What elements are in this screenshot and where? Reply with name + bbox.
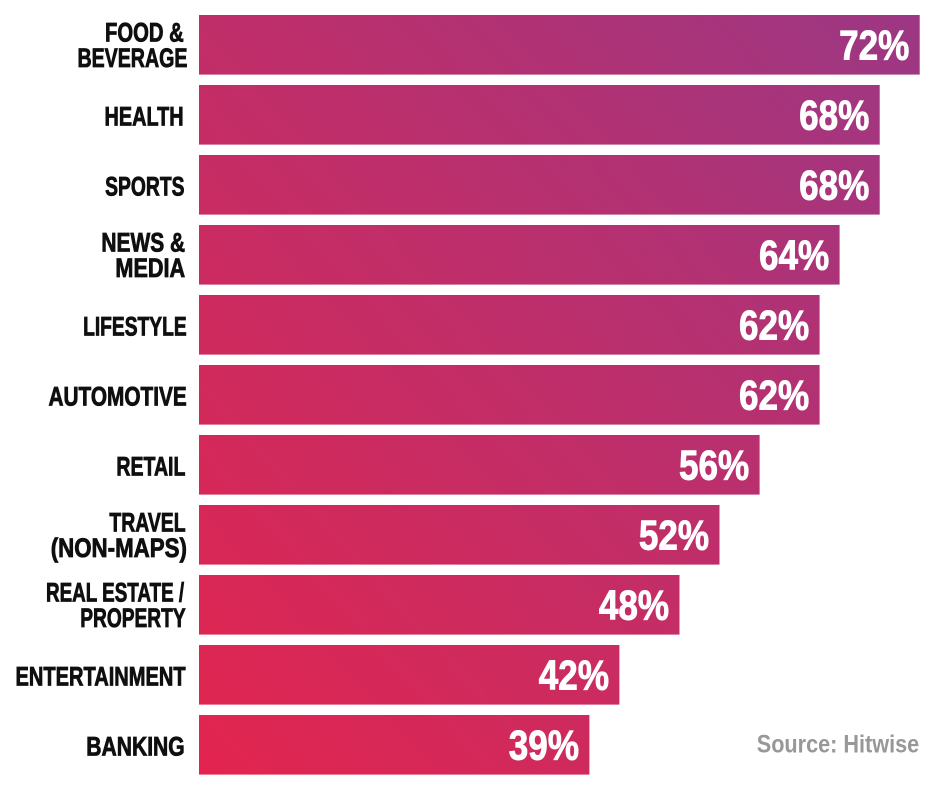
svg-text:56%: 56% xyxy=(679,443,749,490)
svg-text:BEVERAGE: BEVERAGE xyxy=(77,43,187,73)
svg-text:BANKING: BANKING xyxy=(86,732,184,762)
svg-text:REAL ESTATE /: REAL ESTATE / xyxy=(46,577,185,607)
svg-text:AUTOMOTIVE: AUTOMOTIVE xyxy=(49,382,187,412)
svg-text:72%: 72% xyxy=(839,23,909,70)
svg-text:68%: 68% xyxy=(799,163,869,210)
svg-text:TRAVEL: TRAVEL xyxy=(109,508,185,538)
svg-text:PROPERTY: PROPERTY xyxy=(80,603,186,633)
svg-text:HEALTH: HEALTH xyxy=(105,101,184,131)
svg-text:39%: 39% xyxy=(509,723,579,770)
svg-text:Source: Hitwise: Source: Hitwise xyxy=(757,730,919,758)
svg-text:42%: 42% xyxy=(539,653,609,700)
svg-text:LIFESTYLE: LIFESTYLE xyxy=(83,311,187,341)
svg-text:ENTERTAINMENT: ENTERTAINMENT xyxy=(15,663,186,692)
svg-text:MEDIA: MEDIA xyxy=(115,254,185,284)
svg-text:68%: 68% xyxy=(799,93,869,140)
svg-text:64%: 64% xyxy=(759,233,829,280)
svg-text:FOOD &: FOOD & xyxy=(105,18,184,48)
svg-text:62%: 62% xyxy=(739,373,809,420)
svg-text:RETAIL: RETAIL xyxy=(116,451,185,481)
svg-text:48%: 48% xyxy=(599,583,669,630)
svg-text:NEWS &: NEWS & xyxy=(101,228,185,258)
svg-text:(NON-MAPS): (NON-MAPS) xyxy=(51,534,187,563)
svg-text:SPORTS: SPORTS xyxy=(105,171,184,201)
svg-text:62%: 62% xyxy=(739,303,809,350)
svg-text:52%: 52% xyxy=(639,513,709,560)
